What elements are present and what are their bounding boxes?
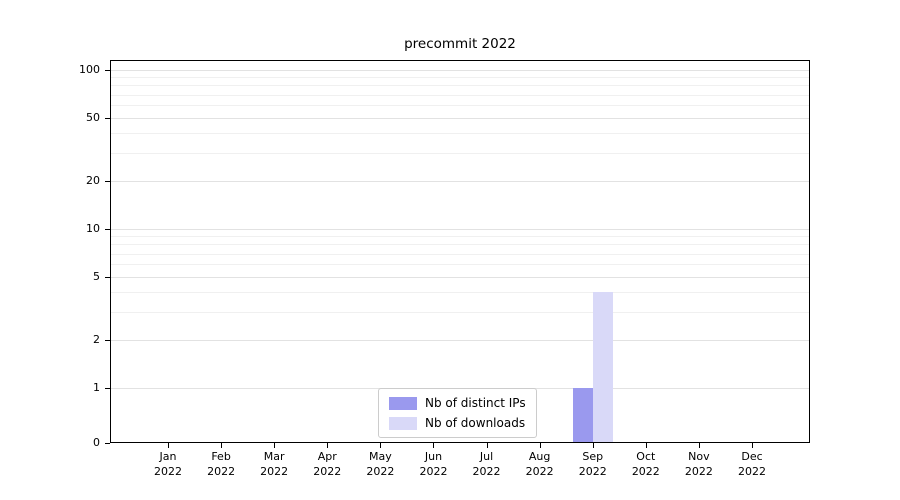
major-gridline <box>110 340 810 342</box>
x-tick-label: Mar 2022 <box>260 450 289 478</box>
x-tick-mark <box>698 443 700 448</box>
y-tick-mark <box>105 229 110 230</box>
minor-gridline <box>110 133 810 135</box>
legend: Nb of distinct IPs Nb of downloads <box>378 388 537 438</box>
major-gridline <box>110 70 810 71</box>
major-gridline <box>110 229 810 230</box>
legend-item: Nb of distinct IPs <box>389 396 526 410</box>
y-tick-mark <box>105 340 110 342</box>
y-tick-mark <box>105 181 110 183</box>
x-tick-mark <box>221 443 223 448</box>
x-tick-mark <box>168 443 169 448</box>
minor-gridline <box>110 312 810 314</box>
y-tick-mark <box>105 388 110 389</box>
x-tick-label: Apr 2022 <box>313 450 342 478</box>
legend-label: Nb of distinct IPs <box>425 396 526 410</box>
x-tick-mark <box>380 443 382 448</box>
y-tick-label: 50 <box>86 110 100 124</box>
y-tick-label: 2 <box>93 333 100 347</box>
x-tick-label: Jul 2022 <box>472 450 501 478</box>
minor-gridline <box>110 292 810 294</box>
minor-gridline <box>110 264 810 266</box>
x-tick-mark <box>433 443 435 448</box>
legend-label: Nb of downloads <box>425 416 526 430</box>
y-tick-mark <box>105 443 110 444</box>
minor-gridline <box>110 85 810 87</box>
x-tick-label: Aug 2022 <box>525 450 554 478</box>
legend-swatch <box>389 416 417 430</box>
y-tick-label: 20 <box>86 174 100 188</box>
x-tick-label: Feb 2022 <box>207 450 236 478</box>
y-tick-label: 5 <box>93 269 100 283</box>
minor-gridline <box>110 94 810 96</box>
bar-distinct-ips <box>572 388 593 443</box>
minor-gridline <box>110 253 810 255</box>
x-tick-label: May 2022 <box>366 450 395 478</box>
x-tick-mark <box>539 443 541 448</box>
x-tick-label: Jun 2022 <box>419 450 448 478</box>
x-tick-label: Dec 2022 <box>738 450 766 478</box>
minor-gridline <box>110 77 810 79</box>
x-tick-label: Nov 2022 <box>684 450 713 478</box>
legend-swatch <box>389 396 417 410</box>
x-tick-mark <box>592 443 594 448</box>
minor-gridline <box>110 153 810 155</box>
x-tick-mark <box>486 443 488 448</box>
legend-item: Nb of downloads <box>389 416 526 430</box>
y-tick-mark <box>105 117 110 119</box>
chart-title: precommit 2022 <box>404 36 516 52</box>
x-tick-label: Oct 2022 <box>631 450 660 478</box>
y-tick-label: 0 <box>93 436 100 449</box>
major-gridline <box>110 276 810 278</box>
x-tick-mark <box>645 443 647 448</box>
major-gridline <box>110 117 810 119</box>
y-tick-label: 10 <box>86 222 100 235</box>
y-tick-mark <box>105 276 110 278</box>
y-tick-label: 100 <box>79 63 100 76</box>
major-gridline <box>110 181 810 183</box>
x-tick-mark <box>274 443 276 448</box>
minor-gridline <box>110 105 810 107</box>
minor-gridline <box>110 236 810 238</box>
minor-gridline <box>110 244 810 246</box>
x-tick-label: Sep 2022 <box>578 450 607 478</box>
y-tick-label: 1 <box>93 381 100 394</box>
x-tick-mark <box>327 443 329 448</box>
x-tick-mark <box>752 443 753 448</box>
y-tick-mark <box>105 70 110 71</box>
bar-downloads <box>592 292 613 443</box>
x-tick-label: Jan 2022 <box>154 450 182 478</box>
